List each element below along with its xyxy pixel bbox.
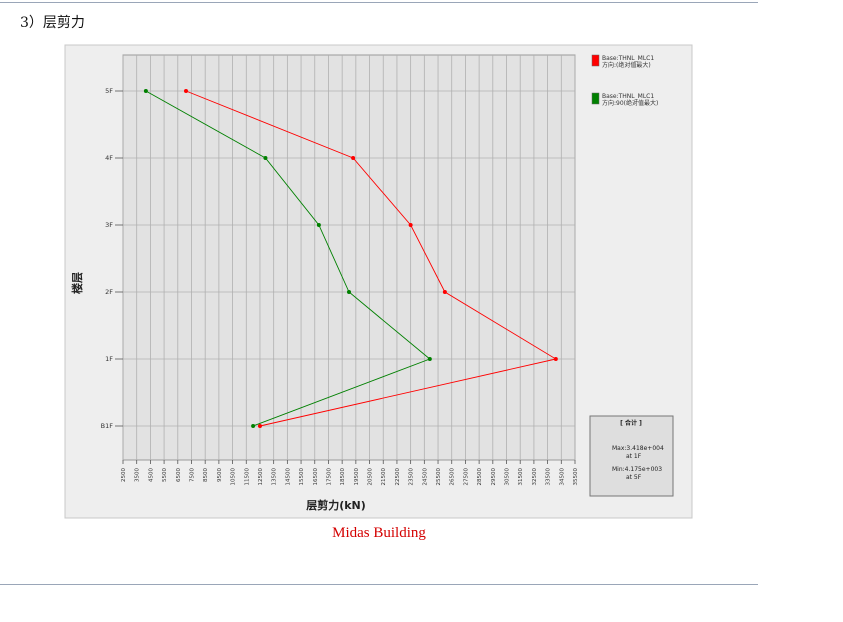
legend: Base:THNL_MLC1 方向:(绝对值最大) Base:THNL_MLC1… xyxy=(591,54,658,107)
x-tick-label: 9500 xyxy=(217,468,223,482)
x-tick-label: 32500 xyxy=(532,468,538,486)
x-tick-label: 11500 xyxy=(244,468,250,486)
x-tick-label: 8500 xyxy=(203,468,209,482)
series-point xyxy=(553,357,558,361)
x-tick-label: 22500 xyxy=(395,468,401,486)
legend-label-y: Base:THNL_MLC1 xyxy=(602,93,654,100)
y-tick-label: 5F xyxy=(105,87,113,95)
series-point xyxy=(408,223,413,227)
top-rule xyxy=(0,2,758,3)
summary-min: Min:4.175e+003 xyxy=(612,466,662,473)
y-tick-label: 3F xyxy=(105,221,113,229)
x-tick-label: 27500 xyxy=(463,468,469,486)
series-lines xyxy=(143,89,558,428)
section-heading: 3）层剪力 xyxy=(20,15,85,31)
summary-box: [ 合计 ] Max:3.418e+004 at 1F Min:4.175e+0… xyxy=(589,415,674,497)
legend-label-x: Base:THNL_MLC1 xyxy=(602,55,654,62)
series-point xyxy=(263,156,268,160)
series-point xyxy=(427,357,432,361)
series-point xyxy=(251,424,256,428)
x-tick-label: 4500 xyxy=(148,468,154,482)
summary-min-at: at 5F xyxy=(626,474,642,481)
x-tick-label: 3500 xyxy=(135,468,141,482)
legend-entry-y: Base:THNL_MLC1 方向:90(绝对值最大) xyxy=(591,92,658,107)
x-tick-label: 13500 xyxy=(272,468,278,486)
series-line-1 xyxy=(185,90,558,427)
x-axis-title: 层剪力(kN) xyxy=(305,498,366,512)
series-point xyxy=(316,223,321,227)
x-axis: 2500 3500 4500 5500 6500 7500 8500 9500 10500 115… xyxy=(121,460,579,486)
plot-area xyxy=(122,54,576,461)
x-tick-label: 16500 xyxy=(313,468,319,486)
x-tick-label: 34500 xyxy=(559,468,565,486)
legend-swatch-x xyxy=(591,54,600,67)
x-tick-label: 31500 xyxy=(518,468,524,486)
x-tick-label: 12500 xyxy=(258,468,264,486)
series-point xyxy=(351,156,356,160)
y-tick-label: 1F xyxy=(105,355,113,363)
x-tick-label: 24500 xyxy=(422,468,428,486)
x-tick-label: 20500 xyxy=(368,468,374,486)
x-tick-label: 18500 xyxy=(340,468,346,486)
x-tick-label: 35500 xyxy=(573,468,579,486)
series-line-2 xyxy=(145,90,431,427)
series-point xyxy=(442,290,447,294)
grid-lines xyxy=(122,55,576,460)
x-tick-label: 23500 xyxy=(409,468,415,486)
x-tick-label: 29500 xyxy=(491,468,497,486)
series-point xyxy=(143,89,148,93)
x-tick-label: 10500 xyxy=(231,468,237,486)
x-tick-label: 26500 xyxy=(450,468,456,486)
y-tick-label: B1F xyxy=(101,422,114,430)
y-axis-title: 楼层 xyxy=(70,272,84,294)
x-tick-label: 17500 xyxy=(326,468,332,486)
legend-entry-x: Base:THNL_MLC1 方向:(绝对值最大) xyxy=(591,54,654,69)
series-point xyxy=(257,424,262,428)
x-tick-label: 6500 xyxy=(176,468,182,482)
bottom-rule xyxy=(0,584,758,585)
x-tick-label: 30500 xyxy=(505,468,511,486)
y-tick-label: 4F xyxy=(105,154,113,162)
x-tick-label: 25500 xyxy=(436,468,442,486)
y-tick-label: 2F xyxy=(105,288,113,296)
x-tick-label: 2500 xyxy=(121,468,127,482)
x-tick-label: 7500 xyxy=(189,468,195,482)
legend-label-y-2: 方向:90(绝对值最大) xyxy=(602,99,658,107)
x-tick-label: 21500 xyxy=(381,468,387,486)
chart-caption: Midas Building xyxy=(332,525,426,541)
x-tick-label: 28500 xyxy=(477,468,483,486)
y-axis: B1F 1F 2F 3F 4F 5F xyxy=(101,87,123,430)
summary-max-at: at 1F xyxy=(626,453,642,460)
x-tick-label: 5500 xyxy=(162,468,168,482)
legend-swatch-y xyxy=(591,92,600,105)
summary-title: [ 合计 ] xyxy=(620,419,642,427)
x-tick-label: 19500 xyxy=(354,468,360,486)
series-point xyxy=(184,89,189,93)
summary-max: Max:3.418e+004 xyxy=(612,445,664,452)
legend-label-x-2: 方向:(绝对值最大) xyxy=(602,61,651,69)
x-tick-label: 15500 xyxy=(299,468,305,486)
series-point xyxy=(347,290,351,294)
x-tick-label: 33500 xyxy=(546,468,552,486)
x-tick-label: 14500 xyxy=(285,468,291,486)
